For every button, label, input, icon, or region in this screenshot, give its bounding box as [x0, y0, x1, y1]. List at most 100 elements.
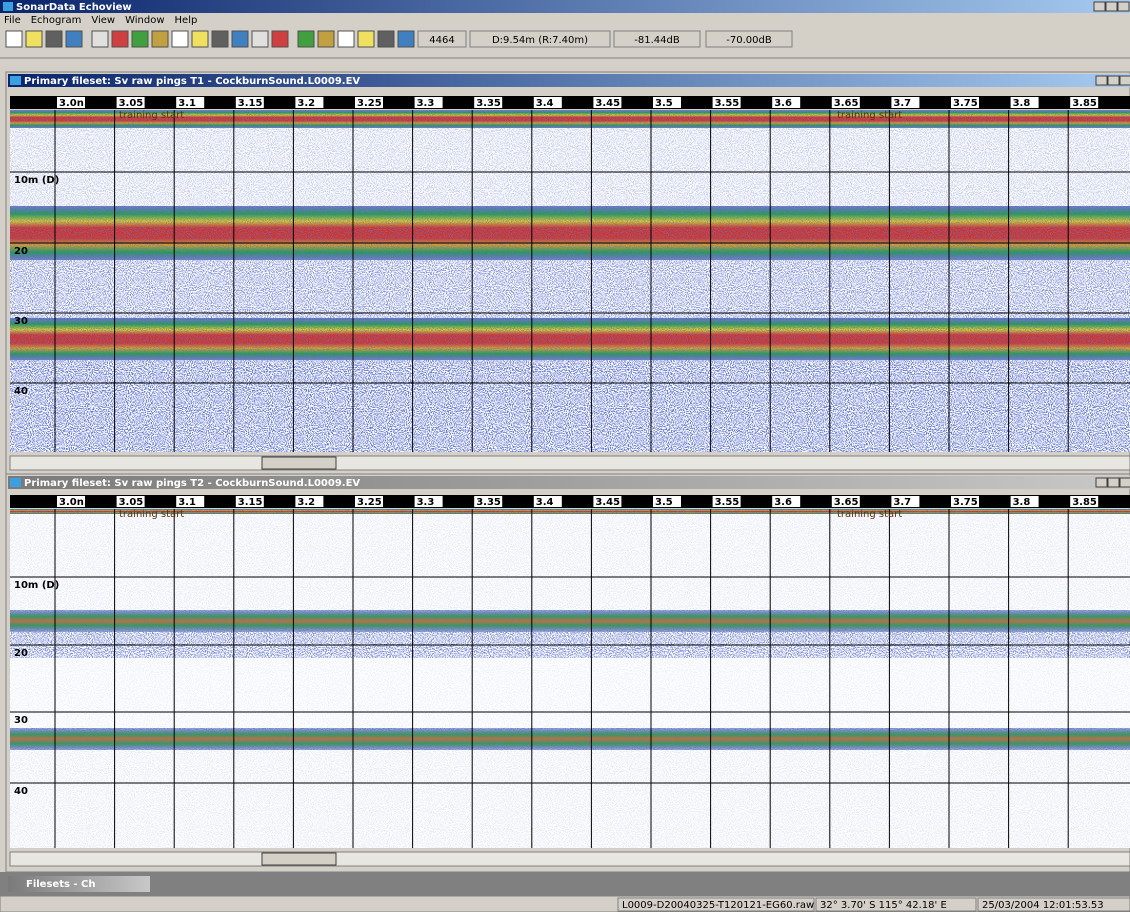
distance-label: 3.05: [119, 98, 144, 109]
toolbar-field-text: 4464: [429, 35, 454, 46]
menu-item[interactable]: File: [4, 15, 21, 26]
status-text: L0009-D20040325-T120121-EG60.raw: [622, 900, 814, 911]
annotation: training start: [119, 509, 184, 520]
status-text: 25/03/2004 12:01:53.53: [982, 900, 1104, 911]
window-button[interactable]: [1108, 76, 1119, 85]
distance-label: 3.6: [774, 497, 792, 508]
window-button[interactable]: [1094, 2, 1105, 11]
annotation: training start: [837, 110, 902, 121]
depth-label: 40: [14, 386, 28, 397]
menu-item[interactable]: View: [91, 15, 115, 26]
scroll-thumb[interactable]: [262, 457, 336, 469]
depth-label: 30: [14, 715, 28, 726]
app-title-bar: [0, 0, 1130, 13]
toolbar-button[interactable]: [212, 31, 228, 47]
distance-label: 3.65: [834, 497, 859, 508]
toolbar-field-text: -81.44dB: [634, 35, 680, 46]
toolbar-button[interactable]: [398, 31, 414, 47]
depth-label: 10m (D): [14, 580, 59, 591]
scrollbar[interactable]: [10, 456, 1130, 470]
distance-label: 3.3: [417, 497, 435, 508]
distance-label: 3.4: [536, 98, 554, 109]
window-button[interactable]: [1106, 2, 1117, 11]
distance-label: 3.45: [595, 98, 620, 109]
page: {"app": {"title": "SonarData Echoview", …: [0, 0, 1130, 912]
distance-label: 3.5: [655, 497, 673, 508]
echo-noise: [10, 728, 1130, 750]
toolbar-button[interactable]: [6, 31, 22, 47]
echo-noise: [10, 128, 1130, 210]
distance-label: 3.15: [238, 98, 263, 109]
distance-label: 3.35: [476, 98, 501, 109]
distance-label: 3.15: [238, 497, 263, 508]
scrollbar[interactable]: [10, 852, 1130, 866]
window-title: Primary fileset: Sv raw pings T2 - Cockb…: [24, 478, 360, 489]
toolbar-button[interactable]: [252, 31, 268, 47]
toolbar-button[interactable]: [152, 31, 168, 47]
status-text: 32° 3.70' S 115° 42.18' E: [820, 900, 947, 911]
distance-label: 3.4: [536, 497, 554, 508]
echo-noise: [10, 260, 1130, 320]
distance-label: 3.7: [893, 497, 911, 508]
toolbar-field-text: D:9.54m (R:7.40m): [492, 35, 588, 46]
distance-label: 3.7: [893, 98, 911, 109]
toolbar-button[interactable]: [92, 31, 108, 47]
toolbar-button[interactable]: [26, 31, 42, 47]
window-button[interactable]: [1118, 2, 1129, 11]
window-button[interactable]: [1120, 478, 1130, 487]
echo-noise: [10, 206, 1130, 260]
distance-label: 3.45: [595, 497, 620, 508]
distance-label: 3.1: [178, 98, 196, 109]
toolbar-field-text: -70.00dB: [726, 35, 772, 46]
toolbar-button[interactable]: [172, 31, 188, 47]
depth-label: 30: [14, 316, 28, 327]
distance-label: 3.5: [655, 98, 673, 109]
toolbar-button[interactable]: [318, 31, 334, 47]
distance-label: 3.05: [119, 497, 144, 508]
depth-label: 20: [14, 246, 28, 257]
window-button[interactable]: [1096, 478, 1107, 487]
distance-label: 3.85: [1072, 497, 1097, 508]
toolbar-button[interactable]: [112, 31, 128, 47]
distance-label: 3.8: [1013, 98, 1031, 109]
echo-noise: [10, 360, 1130, 452]
distance-label: 3.2: [297, 497, 315, 508]
toolbar-button[interactable]: [272, 31, 288, 47]
toolbar-button[interactable]: [358, 31, 374, 47]
toolbar-button[interactable]: [338, 31, 354, 47]
distance-label: 3.0n.mi: [59, 98, 101, 109]
toolbar-button[interactable]: [378, 31, 394, 47]
depth-label: 40: [14, 786, 28, 797]
echo-noise: [10, 658, 1130, 730]
toolbar-button[interactable]: [298, 31, 314, 47]
distance-label: 3.55: [715, 98, 740, 109]
distance-label: 3.25: [357, 497, 382, 508]
echo-noise: [10, 318, 1130, 360]
toolbar-button[interactable]: [132, 31, 148, 47]
distance-label: 3.55: [715, 497, 740, 508]
screen: SonarData EchoviewFileEchogramViewWindow…: [0, 0, 1130, 912]
menu-item[interactable]: Echogram: [31, 15, 82, 26]
window-icon: [10, 478, 21, 487]
depth-label: 10m (D): [14, 175, 59, 186]
window-button[interactable]: [1096, 76, 1107, 85]
distance-label: 3.65: [834, 98, 859, 109]
menu-item[interactable]: Help: [175, 15, 198, 26]
toolbar-button[interactable]: [192, 31, 208, 47]
distance-label: 3.25: [357, 98, 382, 109]
toolbar-button[interactable]: [66, 31, 82, 47]
echo-noise: [10, 514, 1130, 610]
toolbar-button[interactable]: [46, 31, 62, 47]
window-button[interactable]: [1120, 76, 1130, 85]
echo-noise: [10, 750, 1130, 848]
toolbar-button[interactable]: [232, 31, 248, 47]
scroll-thumb[interactable]: [262, 853, 336, 865]
distance-label: 3.6: [774, 98, 792, 109]
minimized-title: Filesets - Ch: [26, 879, 96, 890]
menu-item[interactable]: Window: [125, 15, 164, 26]
app-icon: [3, 2, 13, 11]
desktop: [0, 872, 1130, 896]
window-icon: [10, 76, 21, 85]
window-button[interactable]: [1108, 478, 1119, 487]
distance-label: 3.85: [1072, 98, 1097, 109]
